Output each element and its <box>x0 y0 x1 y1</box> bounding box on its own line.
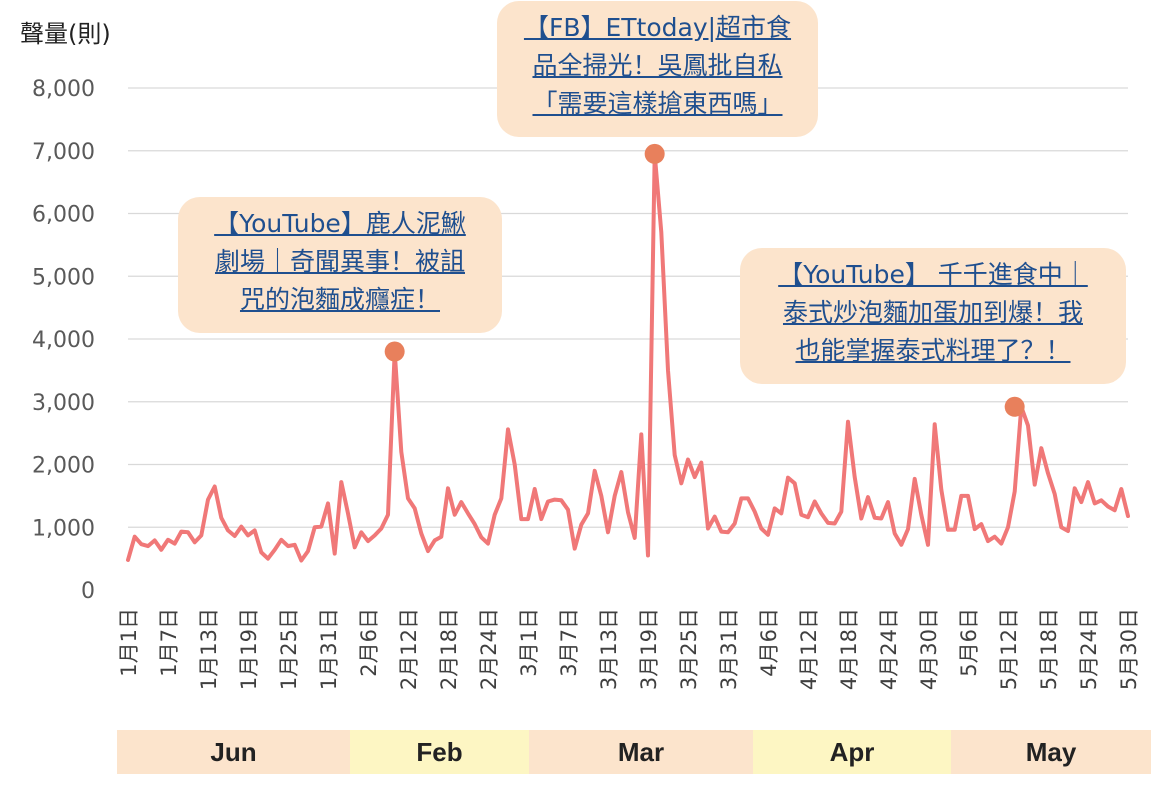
annotation-link-text[interactable]: 「需要這樣搶東西嗎」 <box>532 89 783 118</box>
x-tick-label: 1月31日 <box>317 608 341 690</box>
x-tick-label: 1月25日 <box>277 608 301 690</box>
peak-marker <box>384 341 405 362</box>
x-tick-label: 4月6日 <box>757 608 781 677</box>
x-tick-label: 5月30日 <box>1117 608 1141 690</box>
x-tick-label: 3月7日 <box>557 608 581 677</box>
annotation-link-text[interactable]: 【YouTube】鹿人泥鰍 <box>214 209 466 238</box>
x-tick-label: 1月19日 <box>237 608 261 690</box>
annotation-callout: 【FB】ETtoday|超市食 品全掃光！吳鳳批自私 「需要這樣搶東西嗎」 <box>497 1 818 137</box>
x-tick-label: 4月24日 <box>877 608 901 690</box>
x-tick-label: 2月18日 <box>437 608 461 690</box>
x-tick-labels: 1月1日 1月7日 1月13日 1月19日 1月25日 1月31日 2月6日 2月12日 2月1… <box>117 608 1141 690</box>
x-tick-label: 3月1日 <box>517 608 541 677</box>
y-tick-label: 5,000 <box>32 265 95 290</box>
annotation-link-text[interactable]: 【YouTube】 千千進食中｜ <box>778 260 1088 289</box>
y-tick-label: 8,000 <box>32 77 95 102</box>
x-tick-label: 5月24日 <box>1077 608 1101 690</box>
month-band <box>529 730 753 774</box>
y-tick-label: 4,000 <box>32 328 95 353</box>
x-tick-label: 3月19日 <box>637 608 661 690</box>
y-tick-label: 2,000 <box>32 454 95 479</box>
month-band <box>117 730 350 774</box>
month-label: Mar <box>618 737 664 767</box>
y-tick-label: 6,000 <box>32 203 95 228</box>
annotation-link-text[interactable]: 【FB】ETtoday|超市食 <box>523 13 792 42</box>
peak-markers <box>384 143 1025 417</box>
x-tick-label: 4月12日 <box>797 608 821 690</box>
annotation-link-text[interactable]: 品全掃光！吳鳳批自私 <box>532 51 783 80</box>
annotation-callout: 【YouTube】 千千進食中｜ 泰式炒泡麵加蛋加到爆！我 也能掌握泰式料理了？！ <box>740 248 1126 384</box>
x-tick-label: 1月1日 <box>117 608 141 677</box>
month-band <box>753 730 951 774</box>
x-tick-label: 4月18日 <box>837 608 861 690</box>
month-label: Apr <box>830 737 875 767</box>
grid-lines <box>128 87 1128 528</box>
x-tick-label: 2月12日 <box>397 608 421 690</box>
x-tick-label: 3月13日 <box>597 608 621 690</box>
x-tick-label: 5月18日 <box>1037 608 1061 690</box>
series-line <box>126 151 1130 563</box>
series-line-path <box>126 151 1130 563</box>
x-tick-label: 5月12日 <box>997 608 1021 690</box>
y-tick-label: 7,000 <box>32 140 95 165</box>
month-label: Jun <box>210 737 256 767</box>
month-band <box>350 730 529 774</box>
x-tick-label: 1月13日 <box>197 608 221 690</box>
x-tick-label: 5月6日 <box>957 608 981 677</box>
y-axis-label: 聲量(則) <box>20 20 111 48</box>
annotation-link-text[interactable]: 泰式炒泡麵加蛋加到爆！我 <box>782 298 1083 327</box>
x-tick-label: 3月31日 <box>717 608 741 690</box>
y-tick-label: 3,000 <box>32 391 95 416</box>
x-tick-label: 4月30日 <box>917 608 941 690</box>
y-tick-labels: 0 1,000 2,000 3,000 4,000 5,000 6,000 7,000 8,00… <box>32 77 95 604</box>
peak-marker <box>644 143 665 164</box>
y-tick-label: 1,000 <box>32 516 95 541</box>
peak-marker <box>1004 396 1025 417</box>
annotation-link-text[interactable]: 也能掌握泰式料理了？！ <box>795 336 1071 365</box>
x-tick-label: 1月7日 <box>157 608 181 677</box>
month-bands: Jun Feb Mar Apr May <box>117 730 1151 774</box>
x-tick-label: 2月24日 <box>477 608 501 690</box>
month-label: May <box>1026 737 1077 767</box>
month-label: Feb <box>416 737 462 767</box>
annotation-callout: 【YouTube】鹿人泥鰍 劇場｜奇聞異事！被詛 咒的泡麵成癮症！ <box>178 197 502 333</box>
y-tick-label: 0 <box>81 579 95 604</box>
annotation-link-text[interactable]: 咒的泡麵成癮症！ <box>239 285 440 314</box>
x-tick-label: 2月6日 <box>357 608 381 677</box>
x-tick-label: 3月25日 <box>677 608 701 690</box>
annotation-link-text[interactable]: 劇場｜奇聞異事！被詛 <box>214 247 465 276</box>
month-band <box>951 730 1151 774</box>
